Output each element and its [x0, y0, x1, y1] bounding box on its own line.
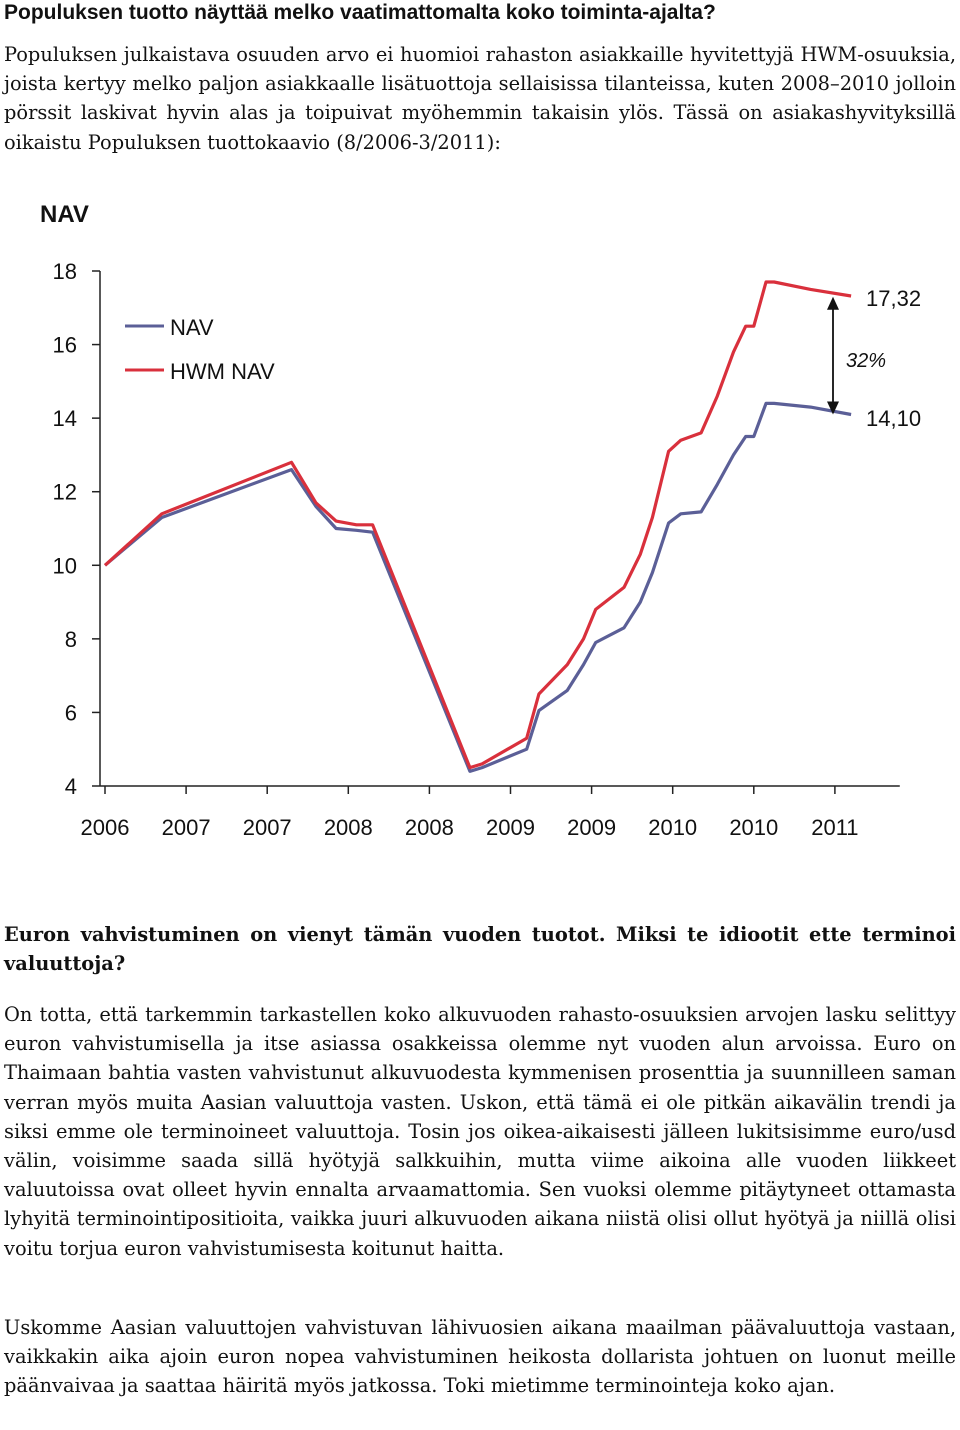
- x-tick-label: 2006: [81, 815, 130, 840]
- y-tick-label: 16: [53, 333, 77, 358]
- y-tick-label: 18: [53, 259, 77, 284]
- y-tick-label: 8: [65, 627, 77, 652]
- page-heading: Populuksen tuotto näyttää melko vaatimat…: [4, 1, 716, 24]
- difference-arrow-down-head: [827, 401, 839, 415]
- legend-label-nav: NAV: [170, 315, 214, 340]
- x-tick-label: 2008: [324, 815, 373, 840]
- body-paragraph: Uskomme Aasian valuuttojen vahvistuvan l…: [4, 1316, 956, 1398]
- x-tick-label: 2009: [567, 815, 616, 840]
- x-tick-label: 2011: [811, 815, 858, 840]
- x-tick-label: 2009: [486, 815, 535, 840]
- y-tick-label: 4: [65, 774, 77, 799]
- difference-percent-label: 32%: [846, 350, 886, 372]
- y-tick-label: 12: [53, 480, 77, 505]
- series-line-hwm-nav: [103, 280, 852, 770]
- section-heading: Euron vahvistuminen on vienyt tämän vuod…: [4, 923, 956, 976]
- x-tick-label: 2008: [405, 815, 454, 840]
- nav-end-value-label: 14,10: [866, 406, 921, 431]
- x-tick-label: 2007: [243, 815, 292, 840]
- x-tick-label: 2007: [162, 815, 211, 840]
- x-tick-label: 2010: [729, 815, 778, 840]
- legend-label-hwm-nav: HWM NAV: [170, 359, 275, 384]
- body-paragraph: On totta, että tarkemmin tarkastellen ko…: [4, 1003, 956, 1260]
- intro-paragraph: Populuksen julkaistava osuuden arvo ei h…: [4, 43, 956, 154]
- y-tick-label: 14: [53, 406, 77, 431]
- difference-arrow-up-head: [827, 296, 839, 310]
- hwm-end-value-label: 17,32: [866, 286, 921, 311]
- chart-title: NAV: [40, 201, 89, 228]
- series-line-nav: [103, 401, 852, 773]
- y-tick-label: 6: [65, 700, 77, 725]
- x-tick-label: 2010: [648, 815, 697, 840]
- y-tick-label: 10: [53, 553, 77, 578]
